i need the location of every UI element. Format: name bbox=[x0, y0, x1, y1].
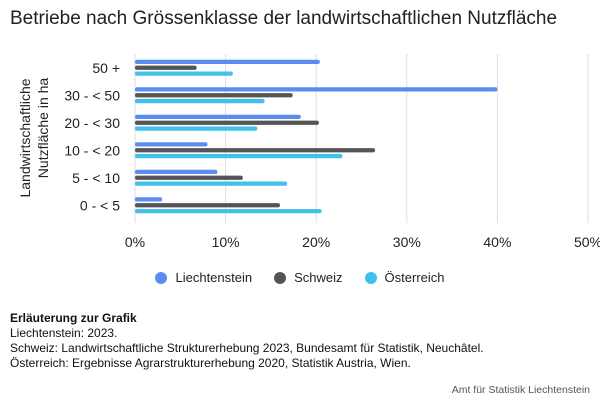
bar-liechtenstein bbox=[135, 59, 320, 64]
legend-label: Schweiz bbox=[294, 270, 343, 285]
bar-schweiz bbox=[135, 93, 293, 98]
legend-item[interactable]: Österreich bbox=[364, 270, 445, 285]
x-tick-label: 30% bbox=[393, 234, 421, 250]
y-tick-label: 0 - < 5 bbox=[80, 197, 120, 213]
y-tick-label: 10 - < 20 bbox=[64, 142, 120, 158]
bar--sterreich bbox=[135, 71, 233, 76]
bar-liechtenstein bbox=[135, 87, 498, 92]
legend-marker bbox=[364, 271, 377, 284]
legend-label: Österreich bbox=[384, 270, 445, 285]
bar-liechtenstein bbox=[135, 142, 208, 147]
legend-item[interactable]: Schweiz bbox=[274, 270, 343, 285]
bar-liechtenstein bbox=[135, 197, 163, 202]
x-tick-label: 50% bbox=[574, 234, 600, 250]
x-tick-label: 20% bbox=[302, 234, 330, 250]
y-tick-label: 50 + bbox=[92, 60, 120, 76]
bar-liechtenstein bbox=[135, 169, 218, 174]
bar-schweiz bbox=[135, 120, 319, 125]
bar-schweiz bbox=[135, 203, 280, 208]
bar-liechtenstein bbox=[135, 114, 301, 119]
legend: Liechtenstein Schweiz Österreich bbox=[0, 270, 600, 285]
bar-schweiz bbox=[135, 175, 243, 180]
bar--sterreich bbox=[135, 154, 343, 159]
notes-line: Liechtenstein: 2023. bbox=[10, 326, 118, 340]
x-tick-label: 0% bbox=[125, 234, 145, 250]
bar--sterreich bbox=[135, 181, 288, 186]
grid-lines bbox=[134, 54, 589, 223]
notes-line: Österreich: Ergebnisse Agrarstrukturerhe… bbox=[10, 356, 411, 370]
y-tick-label: 5 - < 10 bbox=[72, 170, 120, 186]
bar--sterreich bbox=[135, 126, 258, 131]
source-label: Amt für Statistik Liechtenstein bbox=[451, 384, 590, 396]
y-tick-labels: 50 + 30 - < 50 20 - < 30 10 - < 20 5 - < 10 0… bbox=[64, 60, 120, 214]
y-tick-label: 30 - < 50 bbox=[64, 87, 120, 103]
notes: Erläuterung zur Grafik Liechtenstein: 20… bbox=[10, 311, 484, 371]
x-tick-label: 40% bbox=[483, 234, 511, 250]
y-axis-title-line-2: Nutzfläche in ha bbox=[35, 78, 51, 179]
bar-chart: 50 + 30 - < 50 20 - < 30 10 - < 20 5 - < 10 0… bbox=[17, 54, 600, 250]
x-tick-labels: 0% 10% 20% 30% 40% 50% bbox=[125, 234, 600, 250]
y-axis-title-line-1: Landwirtschaftliche bbox=[17, 78, 33, 197]
legend-label: Liechtenstein bbox=[175, 270, 253, 285]
legend-item[interactable]: Liechtenstein bbox=[155, 270, 252, 285]
notes-heading: Erläuterung zur Grafik bbox=[10, 311, 137, 325]
notes-line: Schweiz: Landwirtschaftliche Strukturerh… bbox=[10, 341, 484, 355]
legend-marker bbox=[274, 271, 287, 284]
chart-title: Betriebe nach Grössenklasse der landwirt… bbox=[10, 8, 558, 29]
bar--sterreich bbox=[135, 99, 265, 104]
y-tick-label: 20 - < 30 bbox=[64, 115, 120, 131]
x-tick-label: 10% bbox=[212, 234, 240, 250]
bar--sterreich bbox=[135, 209, 322, 214]
bar-schweiz bbox=[135, 148, 376, 153]
legend-marker bbox=[155, 271, 168, 284]
bar-schweiz bbox=[135, 65, 197, 70]
bars bbox=[135, 59, 498, 214]
